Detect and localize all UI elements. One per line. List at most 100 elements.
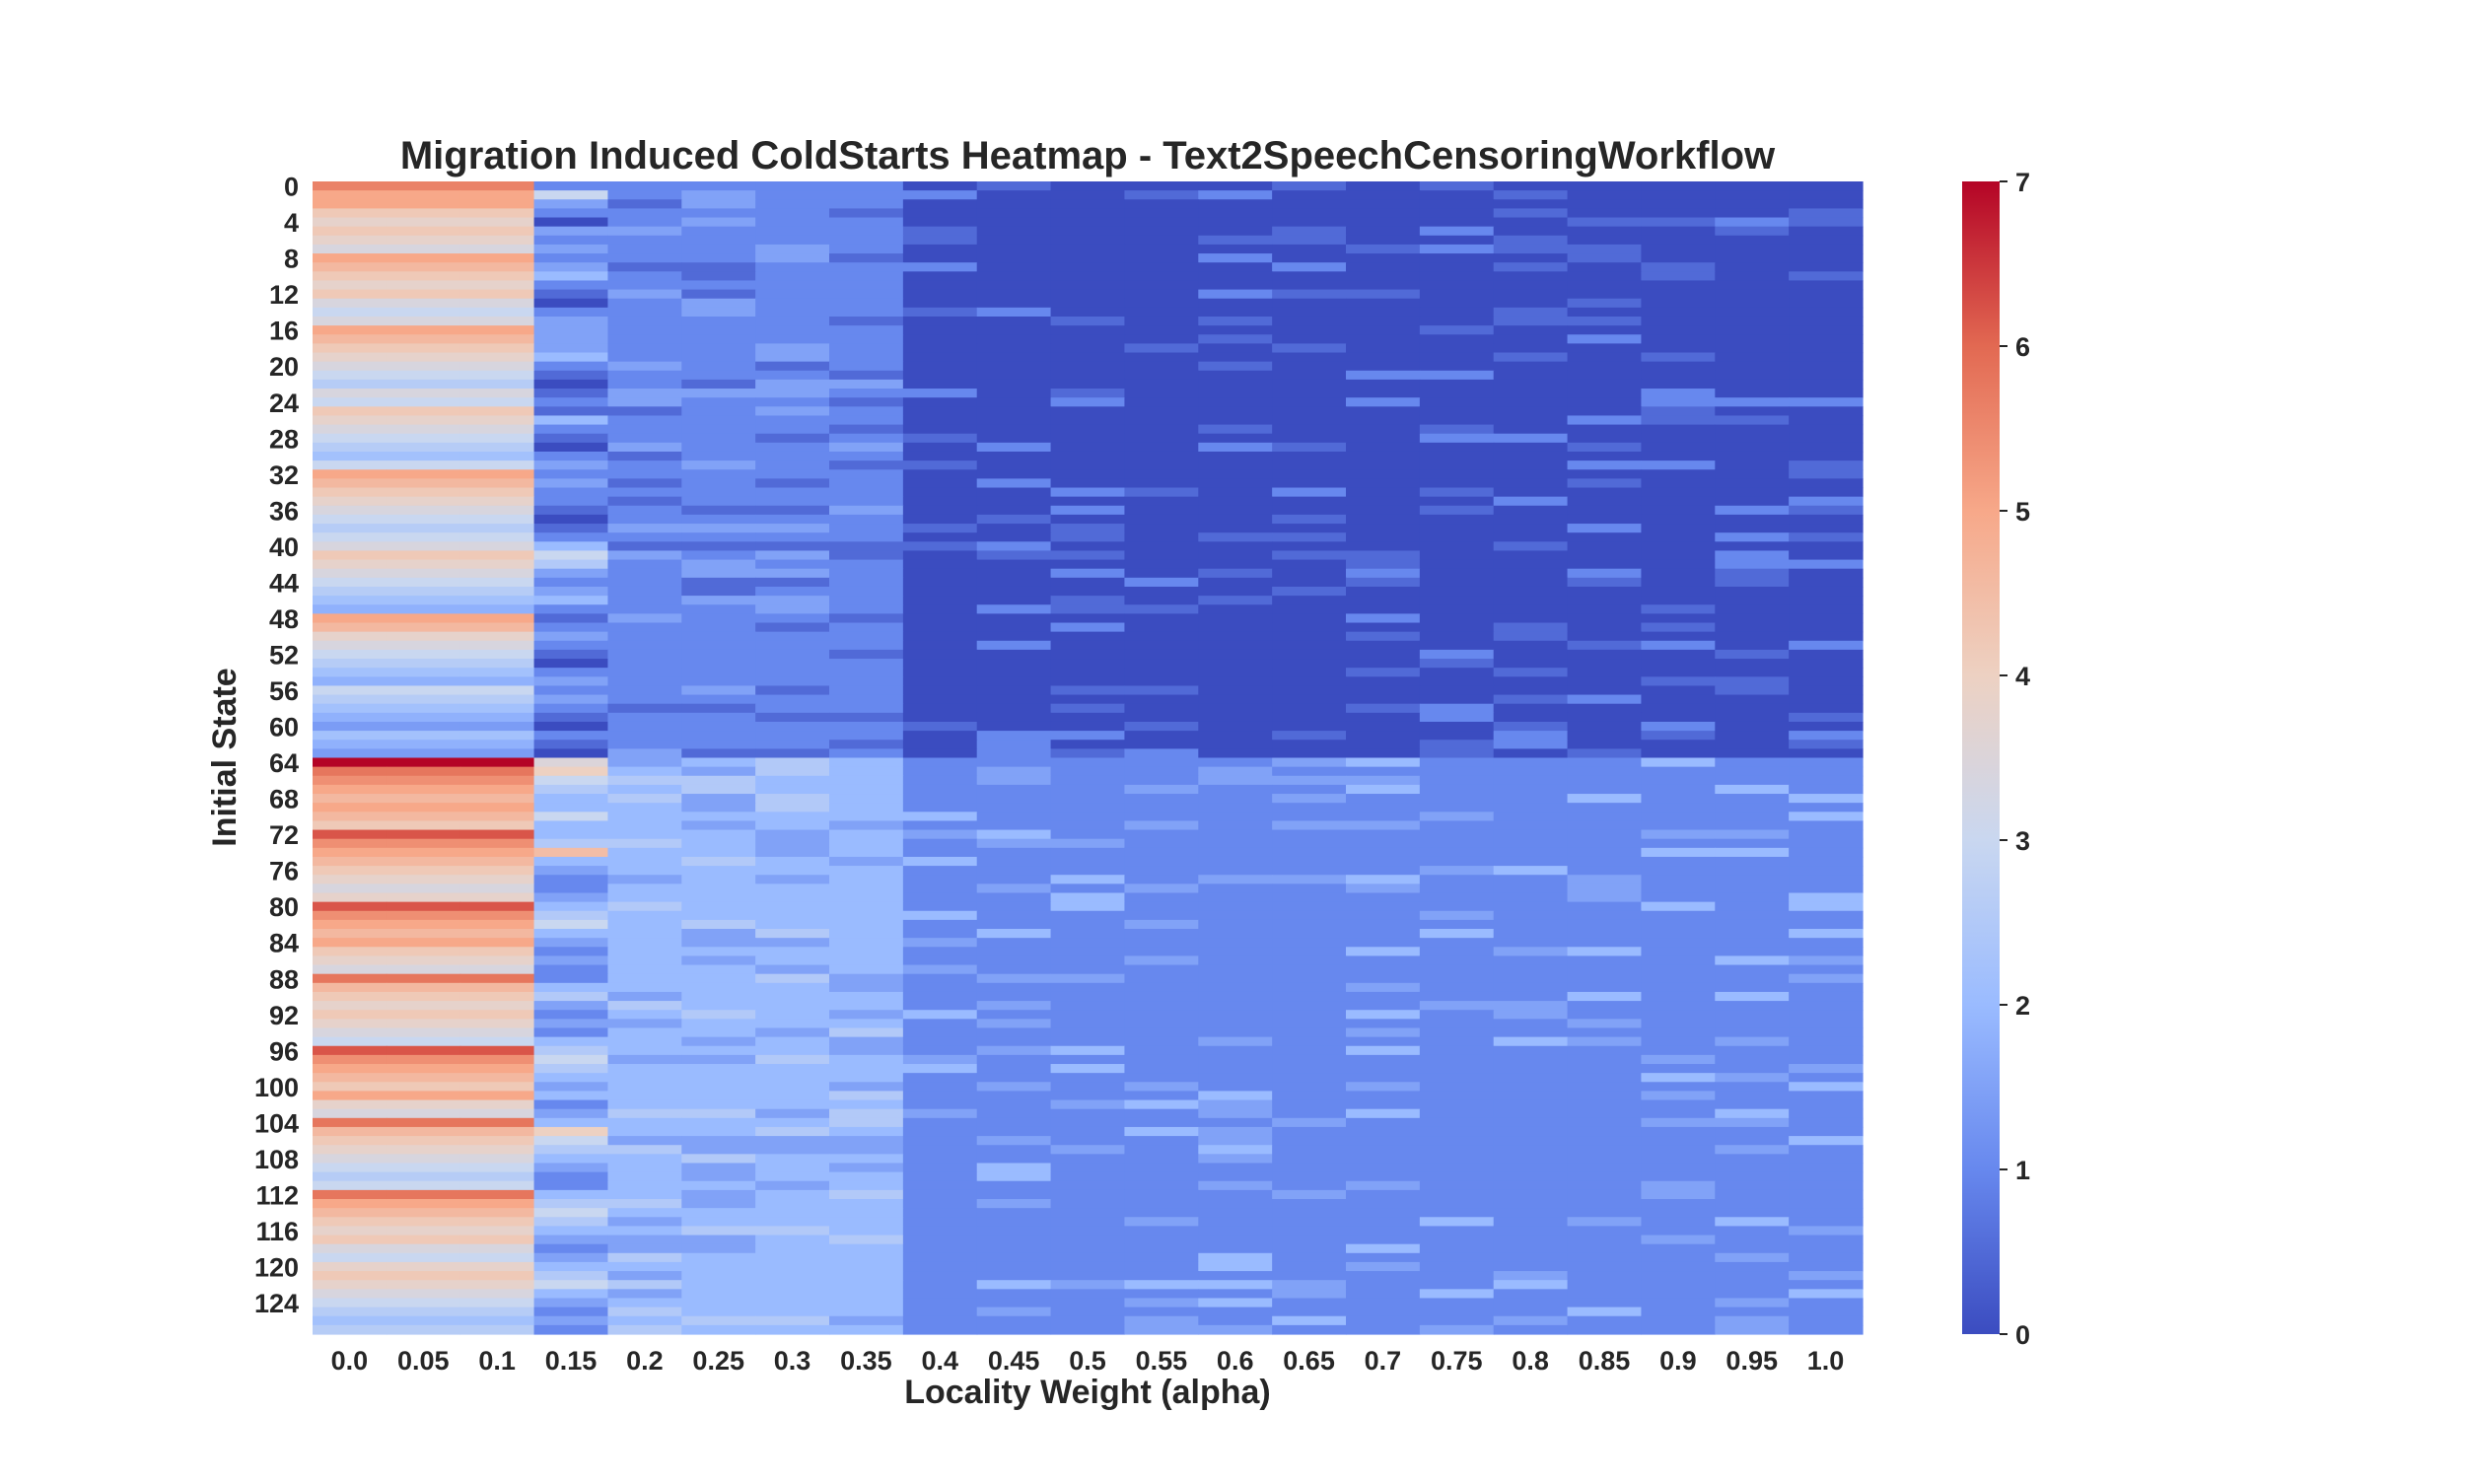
heatmap-cell [313,235,387,246]
heatmap-cell [1198,1091,1273,1101]
heatmap-cell [1124,1315,1199,1326]
heatmap-cell [755,803,830,813]
heatmap-cell [681,1054,756,1065]
heatmap-cell [1789,947,1864,957]
colorbar-tick-label: 0 [2015,1320,2030,1350]
heatmap-cell [681,568,756,579]
heatmap-cell [1567,622,1643,633]
heatmap-cell [459,1001,535,1011]
heatmap-cell [459,298,535,309]
y-tick-label: 104 [254,1108,299,1138]
heatmap-cell [533,919,609,930]
heatmap-cell [829,947,904,957]
heatmap-cell [755,199,830,209]
heatmap-cell [1493,361,1569,372]
heatmap-cell [1641,271,1716,282]
heatmap-cell [681,505,756,516]
heatmap-cell [829,929,904,939]
heatmap-cell [1715,1199,1790,1209]
heatmap-cell [1641,803,1716,813]
heatmap-cell [1272,803,1347,813]
heatmap-cell [1789,1208,1864,1218]
heatmap-cell [1641,1235,1716,1245]
heatmap-cell [459,838,535,849]
heatmap-cell [386,929,461,939]
heatmap-cell [1715,334,1790,344]
heatmap-cell [386,424,461,435]
heatmap-cell [459,1271,535,1281]
heatmap-cell [1493,856,1569,867]
heatmap-cell [1493,875,1569,884]
heatmap-cell [313,1243,387,1254]
heatmap-cell [1567,343,1643,354]
heatmap-cell [459,1171,535,1182]
heatmap-cell [1198,640,1273,651]
heatmap-cell [1641,910,1716,921]
heatmap-cell [607,812,682,822]
heatmap-cell [386,856,461,867]
heatmap-cell [459,875,535,884]
heatmap-cell [533,586,609,597]
heatmap-cell [313,460,387,470]
heatmap-cell [1641,487,1716,498]
y-tick-label: 12 [269,280,299,310]
heatmap-cell [1124,280,1199,291]
heatmap-cell [1789,586,1864,597]
heatmap-cell [313,280,387,291]
heatmap-cell [1715,1298,1790,1308]
heatmap-cell [1567,307,1643,318]
heatmap-cell [681,955,756,966]
heatmap-cell [1789,740,1864,749]
heatmap-cell [976,775,1052,786]
heatmap-cell [1641,343,1716,354]
heatmap-cell [1346,1045,1421,1056]
heatmap-cell [1050,1226,1126,1237]
heatmap-cell [313,938,387,948]
heatmap-cell [902,1217,978,1227]
heatmap-cell [533,1027,609,1038]
heatmap-cell [386,1154,461,1165]
heatmap-cell [1789,803,1864,813]
heatmap-cell [1419,991,1495,1002]
heatmap-cell [1198,415,1273,426]
heatmap-cell [1346,1199,1421,1209]
heatmap-cell [1198,1261,1273,1272]
heatmap-cell [1050,415,1126,426]
y-tick-label: 76 [269,857,299,886]
heatmap-cell [1346,208,1421,219]
heatmap-cell [1124,190,1199,200]
heatmap-cell [1715,487,1790,498]
heatmap-cell [1124,559,1199,570]
heatmap-cell [1641,577,1716,588]
heatmap-cell [1272,1054,1347,1065]
heatmap-cell [1641,199,1716,209]
heatmap-cell [386,668,461,677]
heatmap-cell [607,1324,682,1335]
heatmap-cell [829,1217,904,1227]
heatmap-cell [1789,280,1864,291]
heatmap-cell [1567,1289,1643,1300]
heatmap-cell [1493,379,1569,389]
heatmap-cell [1346,847,1421,858]
heatmap-cell [976,856,1052,867]
heatmap-cell [1493,307,1569,318]
heatmap-cell [607,955,682,966]
heatmap-cell [1789,668,1864,677]
heatmap-cell [1050,343,1126,354]
heatmap-cell [902,685,978,696]
heatmap-cell [533,694,609,705]
heatmap-cell [1567,757,1643,768]
heatmap-cell [1198,271,1273,282]
heatmap-cell [1419,334,1495,344]
heatmap-cell [681,190,756,200]
heatmap-cell [681,1126,756,1137]
heatmap-cell [533,622,609,633]
heatmap-cell [607,1226,682,1237]
heatmap-cell [1789,217,1864,228]
y-tick-label: 36 [269,496,299,526]
heatmap-cell [755,316,830,326]
heatmap-cell [1789,875,1864,884]
heatmap-cell [1346,307,1421,318]
heatmap-cell [459,829,535,840]
heatmap-cell [681,397,756,407]
